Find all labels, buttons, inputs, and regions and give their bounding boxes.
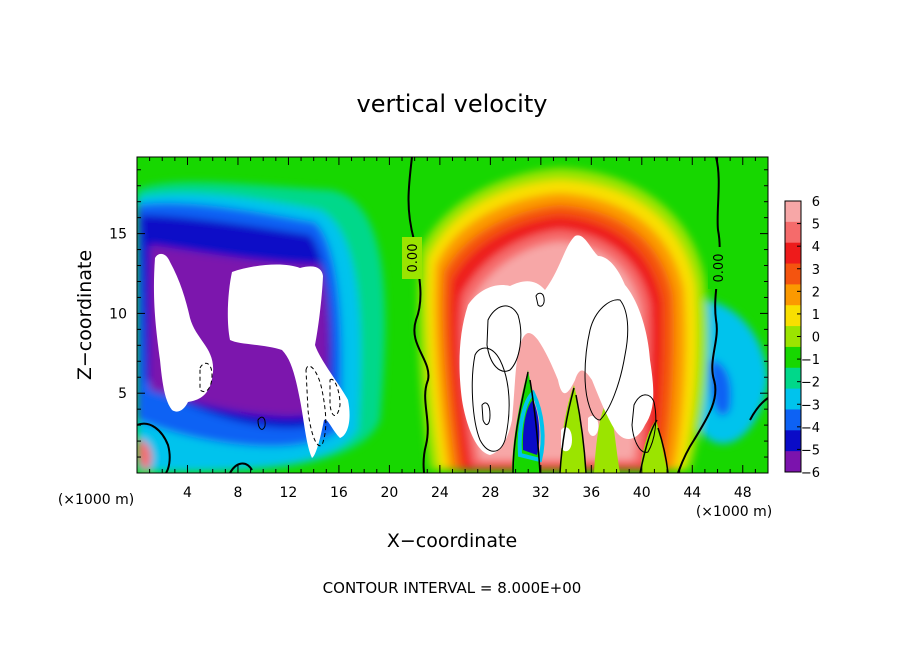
- colorbar-swatch: [785, 346, 801, 369]
- x-tick-label: 16: [330, 485, 348, 501]
- x-unit-label-right: (×1000 m): [696, 504, 772, 520]
- updraft-column-gap-3: [594, 400, 620, 473]
- zero-contour-right: [677, 157, 721, 473]
- x-axis: 4 8 12 16 20 24 28 32 36 40 44 48: [149, 157, 756, 501]
- zero-label-bg-2: [708, 247, 728, 289]
- colorbar-label: −2: [801, 376, 820, 391]
- colorbar-label: 0: [812, 331, 820, 346]
- updraft-downdraft-ring: [517, 389, 545, 463]
- x-tick-label: 4: [183, 485, 192, 501]
- colorbar-label: 3: [812, 263, 820, 278]
- velocity-field: 0.00 0.00: [137, 157, 768, 473]
- colorbar-label: 6: [812, 195, 820, 210]
- y-axis-label: Z−coordinate: [74, 250, 96, 380]
- dashed-contours: [199, 362, 341, 447]
- colorbar-label: −4: [801, 421, 820, 436]
- x-tick-label: 8: [233, 485, 242, 501]
- x-tick-label: 12: [280, 485, 298, 501]
- colorbar: 6 5 4 3 2 1 0 −1 −2 −3 −4 −5 −6: [784, 195, 820, 481]
- colorbar-swatch: [785, 451, 801, 473]
- zero-contour-right-bottom: [749, 397, 768, 421]
- zero-contour-bottom-1: [229, 462, 253, 473]
- colorbar-label: 2: [812, 285, 820, 300]
- x-unit-label-left: (×1000 m): [58, 492, 134, 508]
- x-axis-label: X−coordinate: [387, 530, 517, 552]
- colorbar-swatch: [785, 305, 801, 327]
- colorbar-label: −6: [801, 466, 820, 481]
- contour-loop-2: [471, 347, 510, 452]
- x-tick-label: 24: [431, 485, 449, 501]
- left-bottom-warm: [138, 440, 152, 470]
- zero-contour-label-2: 0.00: [712, 254, 727, 283]
- contour-loop-4: [631, 394, 657, 453]
- x-tick-label: 40: [633, 485, 651, 501]
- saturated-right: [459, 235, 654, 455]
- colorbar-label: 1: [812, 308, 820, 323]
- colorbar-swatch: [785, 409, 801, 431]
- y-tick-label: 15: [109, 227, 127, 243]
- chart-title: vertical velocity: [357, 90, 548, 118]
- colorbar-swatch: [785, 367, 801, 390]
- zero-contour-label-1: 0.00: [406, 244, 421, 273]
- colorbar-swatch: [785, 326, 801, 348]
- x-tick-label: 28: [481, 485, 499, 501]
- zero-contours: [137, 157, 768, 473]
- colorbar-swatch: [785, 263, 801, 285]
- contour-loop-1: [486, 305, 522, 372]
- zero-contour-middle: [407, 157, 430, 473]
- saturated-regions: [153, 235, 654, 458]
- dashed-contour-2: [305, 365, 327, 447]
- contour-loop-7: [257, 416, 266, 430]
- thin-contours: [257, 292, 657, 453]
- updraft-column-gap-4: [640, 420, 668, 473]
- y-axis: 5 10 15: [109, 169, 768, 458]
- dashed-contour-1: [199, 362, 213, 393]
- colorbar-label: −3: [801, 398, 820, 413]
- colorbar-swatch: [785, 201, 801, 223]
- zero-contour-left-bottom: [137, 422, 171, 473]
- saturated-small-2: [588, 415, 599, 436]
- contour-loop-6: [481, 402, 491, 426]
- colorbar-swatch: [785, 221, 801, 244]
- saturated-left-2: [227, 264, 350, 458]
- contour-loop-5: [535, 292, 545, 307]
- contour-interval-footer: CONTOUR INTERVAL = 8.000E+00: [323, 579, 582, 597]
- colorbar-swatch: [785, 242, 801, 265]
- x-tick-label: 48: [734, 485, 752, 501]
- x-tick-label: 32: [532, 485, 550, 501]
- y-tick-label: 10: [109, 306, 127, 322]
- contour-loop-3: [584, 299, 629, 421]
- x-tick-label: 44: [683, 485, 701, 501]
- zero-label-bg-1: [402, 237, 422, 279]
- x-tick-label: 20: [380, 485, 398, 501]
- colorbar-swatch: [785, 388, 801, 410]
- dashed-contour-3: [329, 378, 341, 416]
- colorbar-label: −5: [801, 443, 820, 458]
- y-tick-label: 5: [118, 386, 127, 402]
- colorbar-swatch: [785, 430, 801, 452]
- colorbar-swatch: [785, 284, 801, 306]
- x-tick-label: 36: [582, 485, 600, 501]
- saturated-left-1: [153, 253, 214, 412]
- right-downdraft-core: [709, 360, 732, 416]
- colorbar-label: 4: [812, 240, 820, 255]
- updraft-zero-contours: [512, 371, 669, 473]
- colorbar-label: 5: [812, 218, 820, 233]
- colorbar-label: −1: [801, 353, 820, 368]
